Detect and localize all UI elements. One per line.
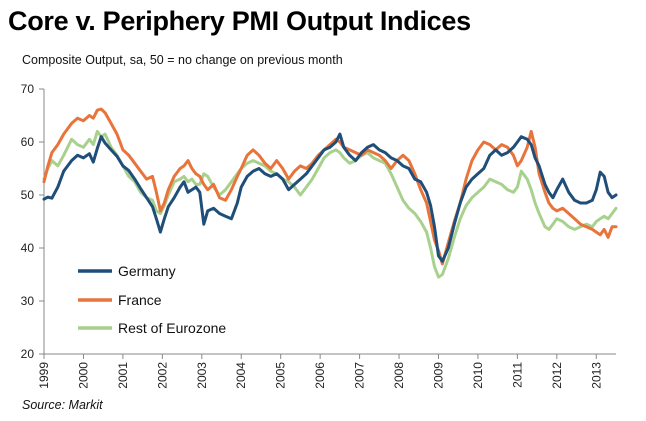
y-tick-label: 50: [21, 188, 35, 202]
y-tick-labels: 20 30 40 50 60 70: [21, 82, 35, 361]
x-tick-label: 2006: [313, 362, 327, 389]
x-tick-label: 2010: [471, 362, 485, 389]
legend-label-germany: Germany: [118, 263, 176, 279]
chart-subtitle: Composite Output, sa, 50 = no change on …: [22, 53, 343, 67]
x-tick-label: 2001: [116, 362, 130, 389]
y-tick-label: 60: [21, 135, 35, 149]
x-tick-labels: 1999 2000 2001 2002 2003 2004 2005 2006 2007 2008…: [37, 362, 603, 389]
x-tick-label: 2009: [431, 362, 445, 389]
legend-label-rest-of-eurozone: Rest of Eurozone: [118, 320, 226, 336]
x-tick-label: 2008: [392, 362, 406, 389]
x-tick-label: 2007: [353, 362, 367, 389]
x-tick-label: 2012: [550, 362, 564, 389]
x-tick-label: 2002: [155, 362, 169, 389]
series-line-germany: [42, 132, 618, 263]
chart-title: Core v. Periphery PMI Output Indices: [8, 6, 471, 36]
series-line-france: [42, 107, 618, 266]
y-tick-label: 20: [21, 347, 35, 361]
x-tick-label: 2005: [274, 362, 288, 389]
x-tick-label: 1999: [37, 362, 51, 389]
y-tick-label: 40: [21, 241, 35, 255]
x-tick-label: 2004: [234, 362, 248, 389]
source-note: Source: Markit: [22, 398, 103, 412]
y-tick-label: 30: [21, 294, 35, 308]
x-tick-label: 2000: [76, 362, 90, 389]
series-lines: [42, 107, 618, 279]
x-tick-label: 2003: [195, 362, 209, 389]
x-tick-label: 2011: [510, 362, 524, 388]
series-line-rest-of-eurozone: [42, 129, 618, 279]
axes: [39, 88, 616, 359]
x-tick-label: 2013: [589, 362, 603, 389]
y-tick-label: 70: [21, 82, 35, 96]
legend: Germany France Rest of Eurozone: [78, 263, 226, 336]
legend-label-france: France: [118, 292, 162, 308]
